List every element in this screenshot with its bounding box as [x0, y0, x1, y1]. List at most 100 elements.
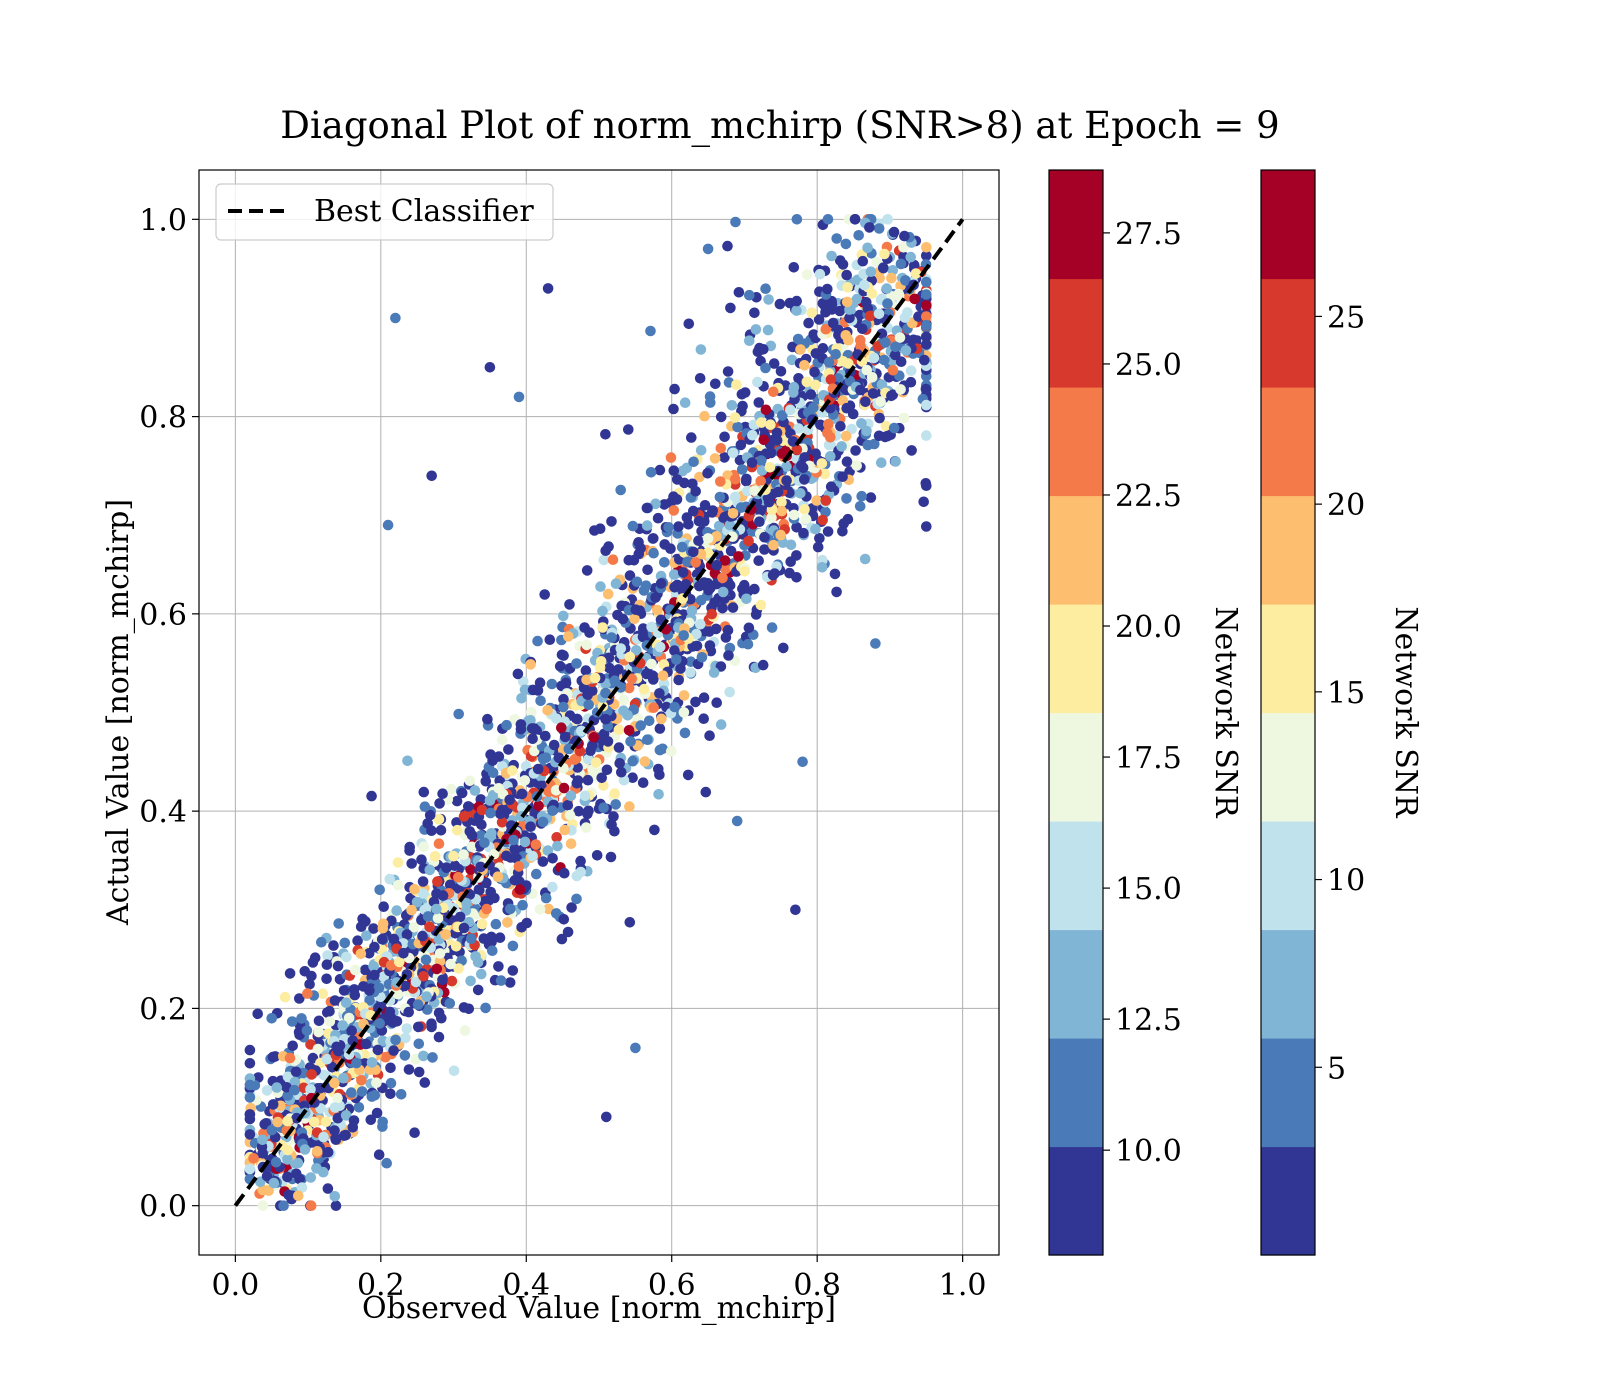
- scatter-point: [750, 324, 762, 335]
- scatter-point: [724, 686, 735, 698]
- scatter-point: [635, 543, 646, 554]
- scatter-point: [516, 788, 528, 800]
- scatter-point: [800, 513, 812, 525]
- scatter-point: [597, 622, 608, 633]
- scatter-point: [505, 903, 516, 915]
- scatter-point: [564, 809, 576, 821]
- scatter-point: [305, 1200, 317, 1211]
- scatter-point: [580, 822, 592, 833]
- scatter-point: [873, 223, 885, 234]
- scatter-point: [895, 356, 907, 368]
- scatter-point: [560, 677, 572, 689]
- scatter-point: [624, 570, 636, 581]
- scatter-point: [732, 421, 743, 433]
- scatter-point: [282, 1144, 294, 1156]
- scatter-point: [795, 488, 806, 499]
- scatter-point: [668, 491, 679, 503]
- scatter-point: [244, 1044, 256, 1056]
- scatter-point: [507, 965, 519, 976]
- scatter-point: [856, 490, 867, 502]
- scatter-point: [747, 429, 758, 441]
- scatter-point: [677, 465, 688, 477]
- scatter-point: [417, 888, 429, 899]
- scatter-point: [837, 526, 848, 537]
- scatter-point: [266, 1013, 278, 1024]
- scatter-point: [921, 276, 932, 288]
- scatter-point: [368, 923, 379, 934]
- scatter-point: [739, 566, 750, 577]
- scatter-point: [626, 673, 637, 685]
- scatter-point: [725, 302, 736, 314]
- scatter-point: [391, 1016, 403, 1027]
- scatter-point: [385, 1077, 397, 1089]
- scatter-point: [464, 826, 476, 837]
- scatter-point: [332, 1112, 344, 1124]
- scatter-point: [390, 312, 401, 324]
- scatter-point: [881, 283, 893, 294]
- scatter-point: [244, 1109, 256, 1120]
- scatter-point: [589, 525, 600, 536]
- scatter-point: [485, 886, 497, 898]
- scatter-point: [720, 563, 731, 575]
- scatter-point: [571, 658, 582, 669]
- scatter-point: [480, 895, 491, 907]
- scatter-point: [921, 399, 932, 411]
- scatter-point: [591, 850, 603, 861]
- scatter-point: [648, 702, 659, 713]
- scatter-point: [487, 767, 499, 779]
- x-tick-label: 0.2: [357, 1268, 405, 1303]
- scatter-point: [830, 349, 841, 360]
- colorbar-segment: [1261, 278, 1315, 388]
- scatter-point: [311, 1146, 323, 1157]
- scatter-point: [820, 506, 831, 518]
- colorbar-frame: [1048, 169, 1104, 1256]
- scatter-point: [921, 339, 932, 350]
- scatter-point: [776, 505, 787, 517]
- scatter-point: [841, 456, 853, 468]
- scatter-point: [710, 378, 721, 390]
- scatter-point: [299, 1144, 311, 1155]
- scatter-point: [352, 935, 363, 946]
- scatter-point: [715, 443, 727, 454]
- scatter-point: [705, 645, 717, 657]
- scatter-point: [338, 985, 350, 996]
- scatter-point: [484, 362, 496, 373]
- colorbar-tick-label: 17.5: [1115, 741, 1182, 776]
- scatter-point: [348, 1115, 360, 1126]
- scatter-point: [921, 242, 932, 253]
- scatter-point: [559, 731, 571, 743]
- scatter-point: [637, 777, 649, 788]
- scatter-point: [921, 319, 932, 331]
- scatter-point: [719, 431, 730, 443]
- scatter-point: [399, 1050, 411, 1061]
- scatter-point: [893, 288, 904, 300]
- scatter-point: [733, 287, 745, 298]
- scatter-point: [597, 605, 608, 617]
- scatter-point: [371, 1107, 383, 1119]
- colorbar-tick-label: 20.0: [1115, 610, 1182, 645]
- scatter-point: [516, 922, 527, 933]
- scatter-point: [857, 255, 869, 267]
- scatter-point: [355, 948, 367, 960]
- scatter-point: [654, 641, 666, 653]
- scatter-point: [401, 1023, 413, 1034]
- scatter-point: [543, 903, 554, 915]
- scatter-point: [868, 352, 880, 364]
- scatter-point: [609, 788, 620, 799]
- scatter-point: [711, 531, 722, 542]
- scatter-point: [678, 690, 690, 701]
- scatter-point: [451, 817, 462, 828]
- scatter-point: [700, 786, 712, 798]
- scatter-point: [714, 491, 726, 503]
- scatter-point: [811, 495, 822, 506]
- scatter-point: [289, 1076, 301, 1088]
- scatter-point: [559, 867, 570, 879]
- scatter-point: [668, 569, 680, 580]
- scatter-point: [365, 1114, 377, 1126]
- scatter-point: [663, 522, 674, 533]
- scatter-point: [755, 475, 766, 487]
- scatter-point: [582, 774, 594, 786]
- colorbar-2: 5 10 15 20 25 Network SNR: [1260, 169, 1423, 1256]
- scatter-point: [600, 429, 611, 440]
- scatter-point: [895, 258, 907, 270]
